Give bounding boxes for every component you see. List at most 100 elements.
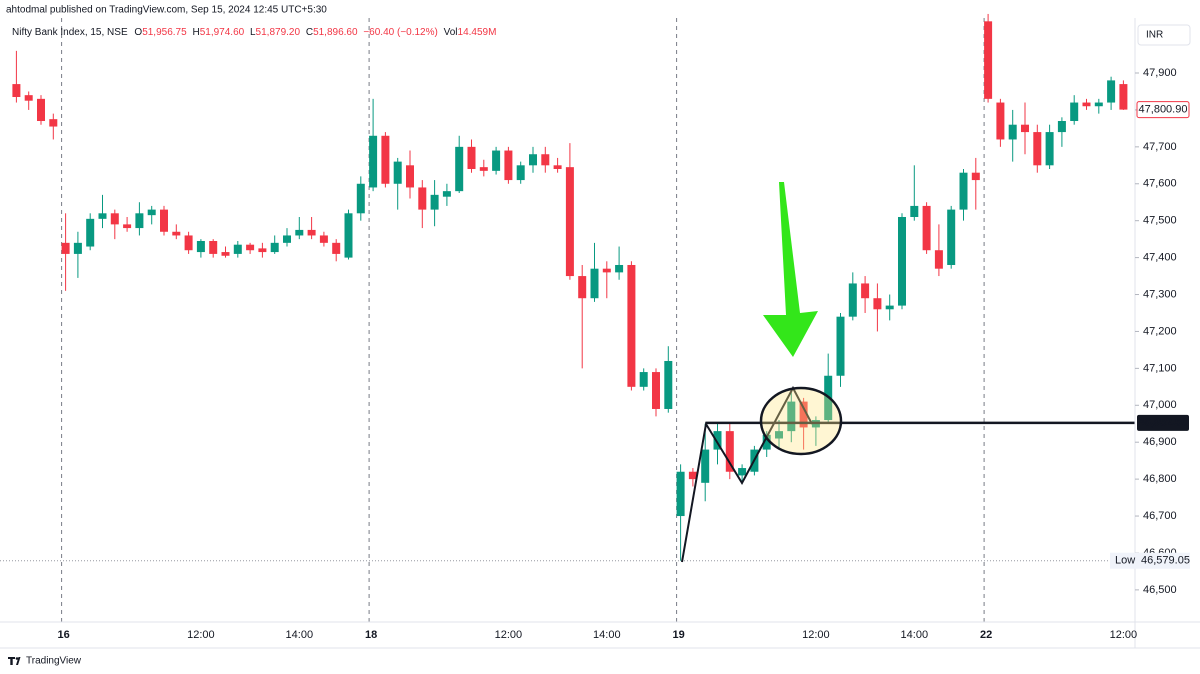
candle-body: [578, 276, 587, 299]
candle-body: [971, 172, 980, 181]
volume-value: 14.459M: [458, 27, 497, 38]
candle-body: [61, 242, 70, 254]
candle-body: [406, 165, 414, 188]
x-tick-label: 14:00: [593, 629, 621, 641]
candle-body: [787, 401, 796, 432]
y-tick-label: 46,900: [1143, 436, 1177, 448]
x-tick-label: 14:00: [901, 629, 929, 641]
candle-body: [98, 213, 107, 219]
x-tick-label: 12:00: [1110, 629, 1138, 641]
y-tick-label: 47,200: [1143, 325, 1177, 337]
candle-body: [590, 268, 599, 299]
candle-body: [1119, 84, 1128, 110]
candle-body: [996, 102, 1005, 140]
candle-body: [664, 360, 673, 409]
currency[interactable]: INR: [1146, 30, 1163, 41]
candle-body: [1033, 132, 1042, 166]
last-price-label: 47,800.90: [1139, 104, 1188, 116]
candle-body: [270, 242, 279, 253]
change: −60.40 (−0.12%): [363, 27, 438, 38]
ohlc-key: L: [250, 27, 256, 38]
candle-body: [639, 372, 648, 387]
x-tick-label: 12:00: [495, 629, 523, 641]
candle-body: [1070, 102, 1079, 122]
x-tick-label: 22: [980, 629, 992, 641]
x-tick-label: 14:00: [286, 629, 314, 641]
candle-body: [258, 248, 267, 253]
candle-body: [418, 187, 427, 210]
candle-body: [172, 231, 181, 236]
y-tick-label: 46,700: [1143, 510, 1177, 522]
candle-body: [541, 154, 550, 166]
arrow: [763, 182, 818, 357]
candle-body: [184, 235, 193, 251]
candle-body: [553, 165, 562, 169]
candle-body: [86, 218, 95, 247]
candle-body: [922, 205, 931, 251]
candle-body: [221, 252, 230, 256]
brand: TradingView: [26, 656, 82, 667]
overlay: 46,50046,60046,70046,80046,90047,00047,1…: [57, 67, 1190, 641]
x-tick-label: 12:00: [187, 629, 215, 641]
y-tick-label: 47,100: [1143, 362, 1177, 374]
candle-body: [246, 244, 255, 251]
candle-body: [627, 264, 636, 387]
candle-body: [836, 316, 845, 376]
candle-body: [725, 431, 734, 472]
candle-body: [615, 264, 624, 273]
candle-body: [233, 244, 242, 254]
candle-body: [160, 209, 168, 232]
candle-body: [1008, 124, 1017, 140]
candle-body: [283, 235, 291, 243]
candle-body: [861, 283, 870, 299]
candle-body: [1045, 132, 1054, 166]
candle-body: [147, 209, 156, 216]
ohlc-key: H: [192, 27, 199, 38]
candle-body: [565, 167, 574, 277]
candle-body: [196, 240, 205, 253]
y-tick-label: 47,300: [1143, 288, 1177, 300]
candle-body: [799, 401, 808, 428]
candle-body: [947, 209, 956, 265]
last-price-tag: [1136, 101, 1190, 119]
candle-body: [1021, 124, 1029, 133]
y-tick-label: 46,800: [1143, 473, 1177, 485]
candle-body: [910, 205, 919, 217]
candle-body: [209, 240, 218, 254]
candle-body: [73, 242, 82, 254]
candle-body: [1082, 102, 1091, 107]
candle-body: [885, 305, 894, 310]
ohlc-key: O: [134, 27, 142, 38]
x-tick-label: 16: [57, 629, 69, 641]
candle-body: [307, 229, 316, 236]
low-tag-label: 46,579.05: [1141, 555, 1190, 567]
candle-body: [652, 372, 660, 409]
candle-body: [529, 154, 537, 166]
legend: Nifty Bank Index, 15, NSE O51,956.75 H51…: [12, 27, 496, 38]
y-tick-label: 47,000: [1143, 399, 1177, 411]
low-tag-text: Low: [1115, 555, 1135, 567]
candle-body: [430, 194, 439, 210]
candle-body: [516, 165, 525, 181]
candle-body: [848, 283, 857, 317]
candle-body: [442, 191, 451, 197]
y-tick-label: 47,600: [1143, 178, 1177, 190]
candle-body: [602, 268, 611, 273]
candle-body: [959, 172, 968, 210]
currency-button[interactable]: [1137, 24, 1191, 46]
candle-body: [873, 298, 882, 310]
candle-body: [492, 150, 501, 171]
candle-body: [393, 161, 402, 184]
brand-logo: [8, 657, 21, 665]
candle-body: [467, 146, 476, 169]
candle-body: [37, 98, 45, 122]
symbol-title: Nifty Bank Index, 15, NSE: [12, 27, 128, 38]
candle-body: [762, 434, 771, 450]
level-tag: [1137, 414, 1189, 431]
highlight-ellipse: [759, 386, 843, 456]
candle-body: [12, 84, 21, 98]
candle-body: [504, 150, 513, 181]
candle-body: [123, 224, 132, 229]
ohlc-value: 51,896.60: [313, 27, 358, 38]
candle-body: [344, 213, 353, 258]
